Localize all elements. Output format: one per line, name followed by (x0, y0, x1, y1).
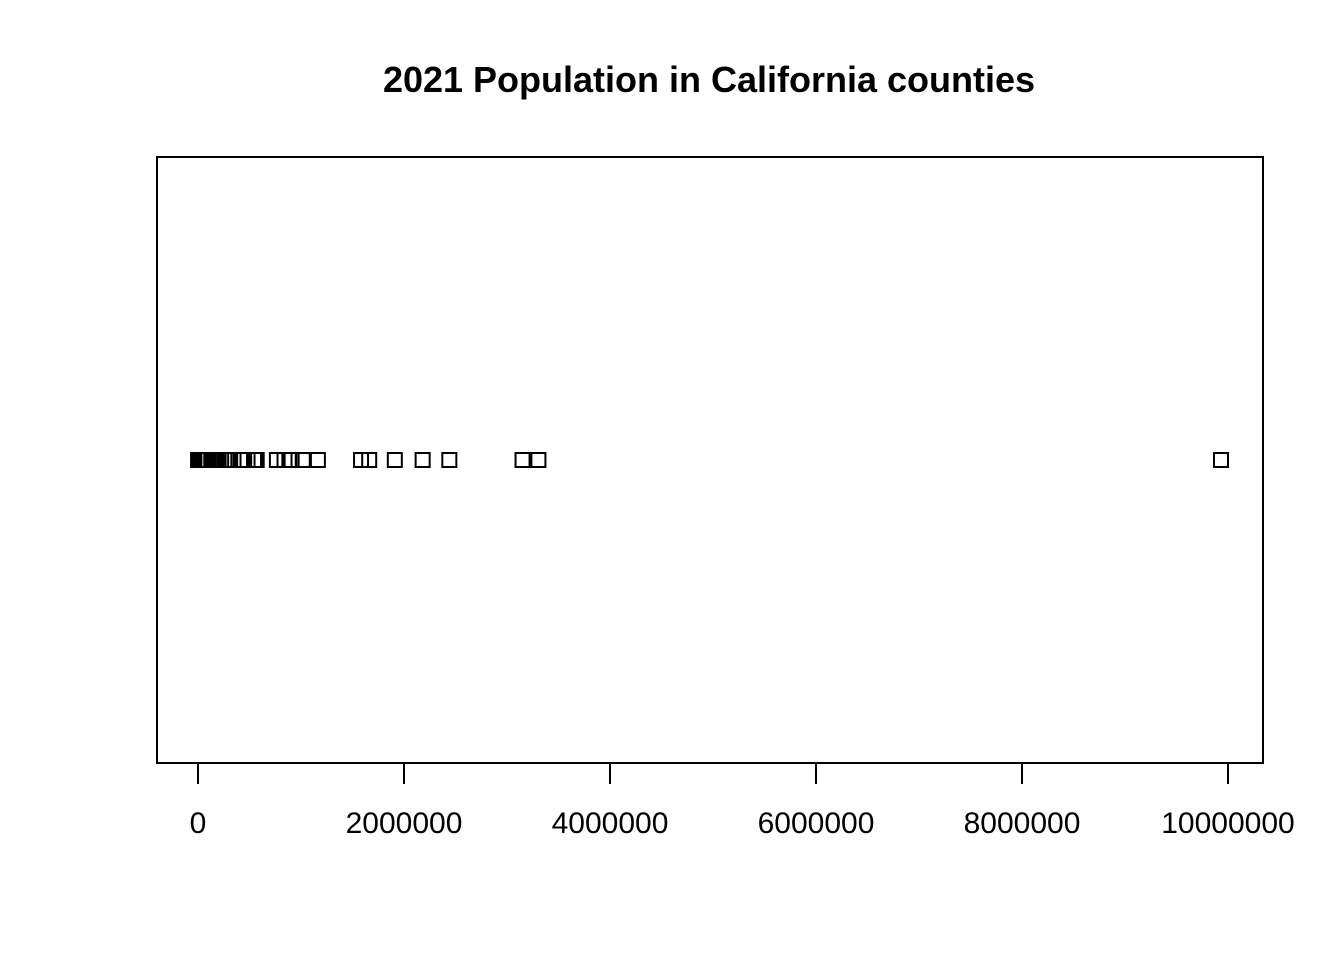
x-tick-label: 4000000 (552, 807, 669, 840)
data-points (190, 452, 1229, 468)
data-point (441, 452, 458, 468)
data-point (414, 452, 431, 468)
data-point (309, 452, 326, 468)
data-point (248, 452, 265, 468)
data-point (361, 452, 378, 468)
x-tick-label: 0 (190, 807, 207, 840)
data-point (386, 452, 403, 468)
x-tick-label: 6000000 (758, 807, 875, 840)
x-tick-label: 8000000 (964, 807, 1081, 840)
x-axis-ticks: 0 2000000 4000000 6000000 8000000 10000000 (190, 763, 1295, 840)
data-point (514, 452, 531, 468)
data-point (294, 452, 311, 468)
data-point (283, 452, 300, 468)
chart-title: 2021 Population in California counties (383, 59, 1035, 100)
x-tick-label: 2000000 (346, 807, 463, 840)
data-point (530, 452, 547, 468)
data-point (353, 452, 370, 468)
data-point (1212, 452, 1229, 468)
x-tick-label: 10000000 (1161, 807, 1294, 840)
plot-frame (156, 156, 1264, 764)
